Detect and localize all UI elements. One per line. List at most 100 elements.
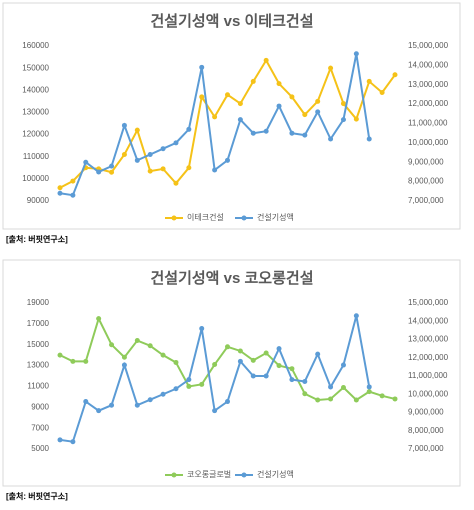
y2-tick-label: 7,000,000 — [408, 444, 444, 453]
y-tick-label: 7000 — [31, 423, 49, 432]
point — [263, 373, 269, 379]
y2-tick-label: 12,000,000 — [408, 99, 449, 108]
point — [186, 165, 192, 171]
point — [109, 169, 115, 175]
point — [250, 357, 256, 363]
y2-tick-label: 8,000,000 — [408, 426, 444, 435]
point — [57, 185, 63, 191]
y-tick-label: 160000 — [22, 41, 49, 50]
point — [134, 127, 140, 133]
y2-tick-label: 10,000,000 — [408, 138, 449, 147]
point — [302, 391, 308, 397]
point — [289, 377, 295, 383]
point — [199, 94, 205, 100]
point — [186, 377, 192, 383]
chart-title: 건설기성액 vs 코오롱건설 — [150, 269, 313, 287]
y-tick-label: 11000 — [27, 382, 49, 391]
point — [160, 391, 166, 397]
point — [70, 358, 76, 364]
point — [160, 166, 166, 172]
point — [353, 116, 359, 122]
chart-title: 건설기성액 vs 이테크건설 — [150, 12, 313, 30]
y-tick-label: 100000 — [22, 174, 49, 183]
point — [109, 342, 115, 348]
point — [147, 397, 153, 403]
y-tick-label: 120000 — [22, 130, 49, 139]
point — [186, 126, 192, 132]
point — [212, 167, 218, 173]
point — [250, 373, 256, 379]
point — [109, 402, 115, 408]
point — [57, 352, 63, 358]
legend-marker — [171, 215, 177, 221]
point — [173, 180, 179, 186]
point — [199, 64, 205, 70]
point — [263, 350, 269, 356]
point — [70, 178, 76, 184]
point — [353, 51, 359, 57]
point — [134, 338, 140, 344]
point — [340, 117, 346, 123]
point — [83, 358, 89, 364]
y-tick-label: 90000 — [27, 196, 50, 205]
y-tick-label: 15000 — [27, 340, 50, 349]
point — [379, 393, 385, 399]
point — [340, 362, 346, 368]
y2-tick-label: 12,000,000 — [408, 353, 449, 362]
point — [276, 103, 282, 109]
y2-tick-label: 9,000,000 — [408, 408, 444, 417]
y-tick-label: 110000 — [23, 152, 50, 161]
y2-tick-label: 15,000,000 — [408, 298, 449, 307]
y-tick-label: 130000 — [22, 108, 49, 117]
point — [83, 159, 89, 165]
y2-tick-label: 11,000,000 — [408, 119, 448, 128]
point — [147, 152, 153, 157]
legend-label: 건설기성액 — [257, 212, 294, 222]
point — [160, 352, 166, 358]
y-tick-label: 13000 — [27, 361, 50, 370]
point — [263, 128, 269, 134]
y2-tick-label: 14,000,000 — [408, 60, 449, 69]
point — [302, 132, 308, 138]
point — [366, 389, 372, 395]
point — [315, 98, 321, 104]
point — [121, 122, 127, 128]
y-tick-label: 140000 — [22, 85, 49, 94]
y-tick-label: 150000 — [22, 63, 49, 72]
point — [366, 384, 372, 390]
point — [83, 399, 89, 405]
legend-label: 건설기성액 — [257, 469, 294, 479]
point — [147, 168, 153, 174]
point — [109, 163, 115, 169]
point — [225, 344, 230, 350]
point — [276, 363, 282, 369]
y2-tick-label: 10,000,000 — [408, 389, 449, 398]
point — [263, 57, 269, 63]
point — [212, 362, 218, 368]
point — [366, 78, 372, 84]
point — [237, 358, 243, 364]
point — [173, 140, 179, 146]
point — [328, 136, 334, 142]
point — [70, 439, 76, 445]
point — [302, 112, 308, 118]
point — [328, 384, 334, 390]
point — [134, 157, 140, 163]
point — [96, 169, 102, 175]
point — [96, 316, 102, 322]
point — [315, 351, 321, 357]
y2-tick-label: 13,000,000 — [408, 335, 449, 344]
y2-tick-label: 13,000,000 — [408, 80, 449, 89]
legend-label: 이테크건설 — [187, 212, 224, 222]
point — [289, 366, 295, 372]
chart-frame — [2, 259, 461, 487]
chart-frame — [2, 2, 461, 230]
point — [328, 396, 334, 402]
point — [353, 313, 359, 319]
point — [173, 386, 179, 392]
point — [96, 408, 102, 414]
point — [57, 437, 63, 443]
point — [57, 190, 63, 196]
y2-tick-label: 14,000,000 — [408, 316, 449, 325]
